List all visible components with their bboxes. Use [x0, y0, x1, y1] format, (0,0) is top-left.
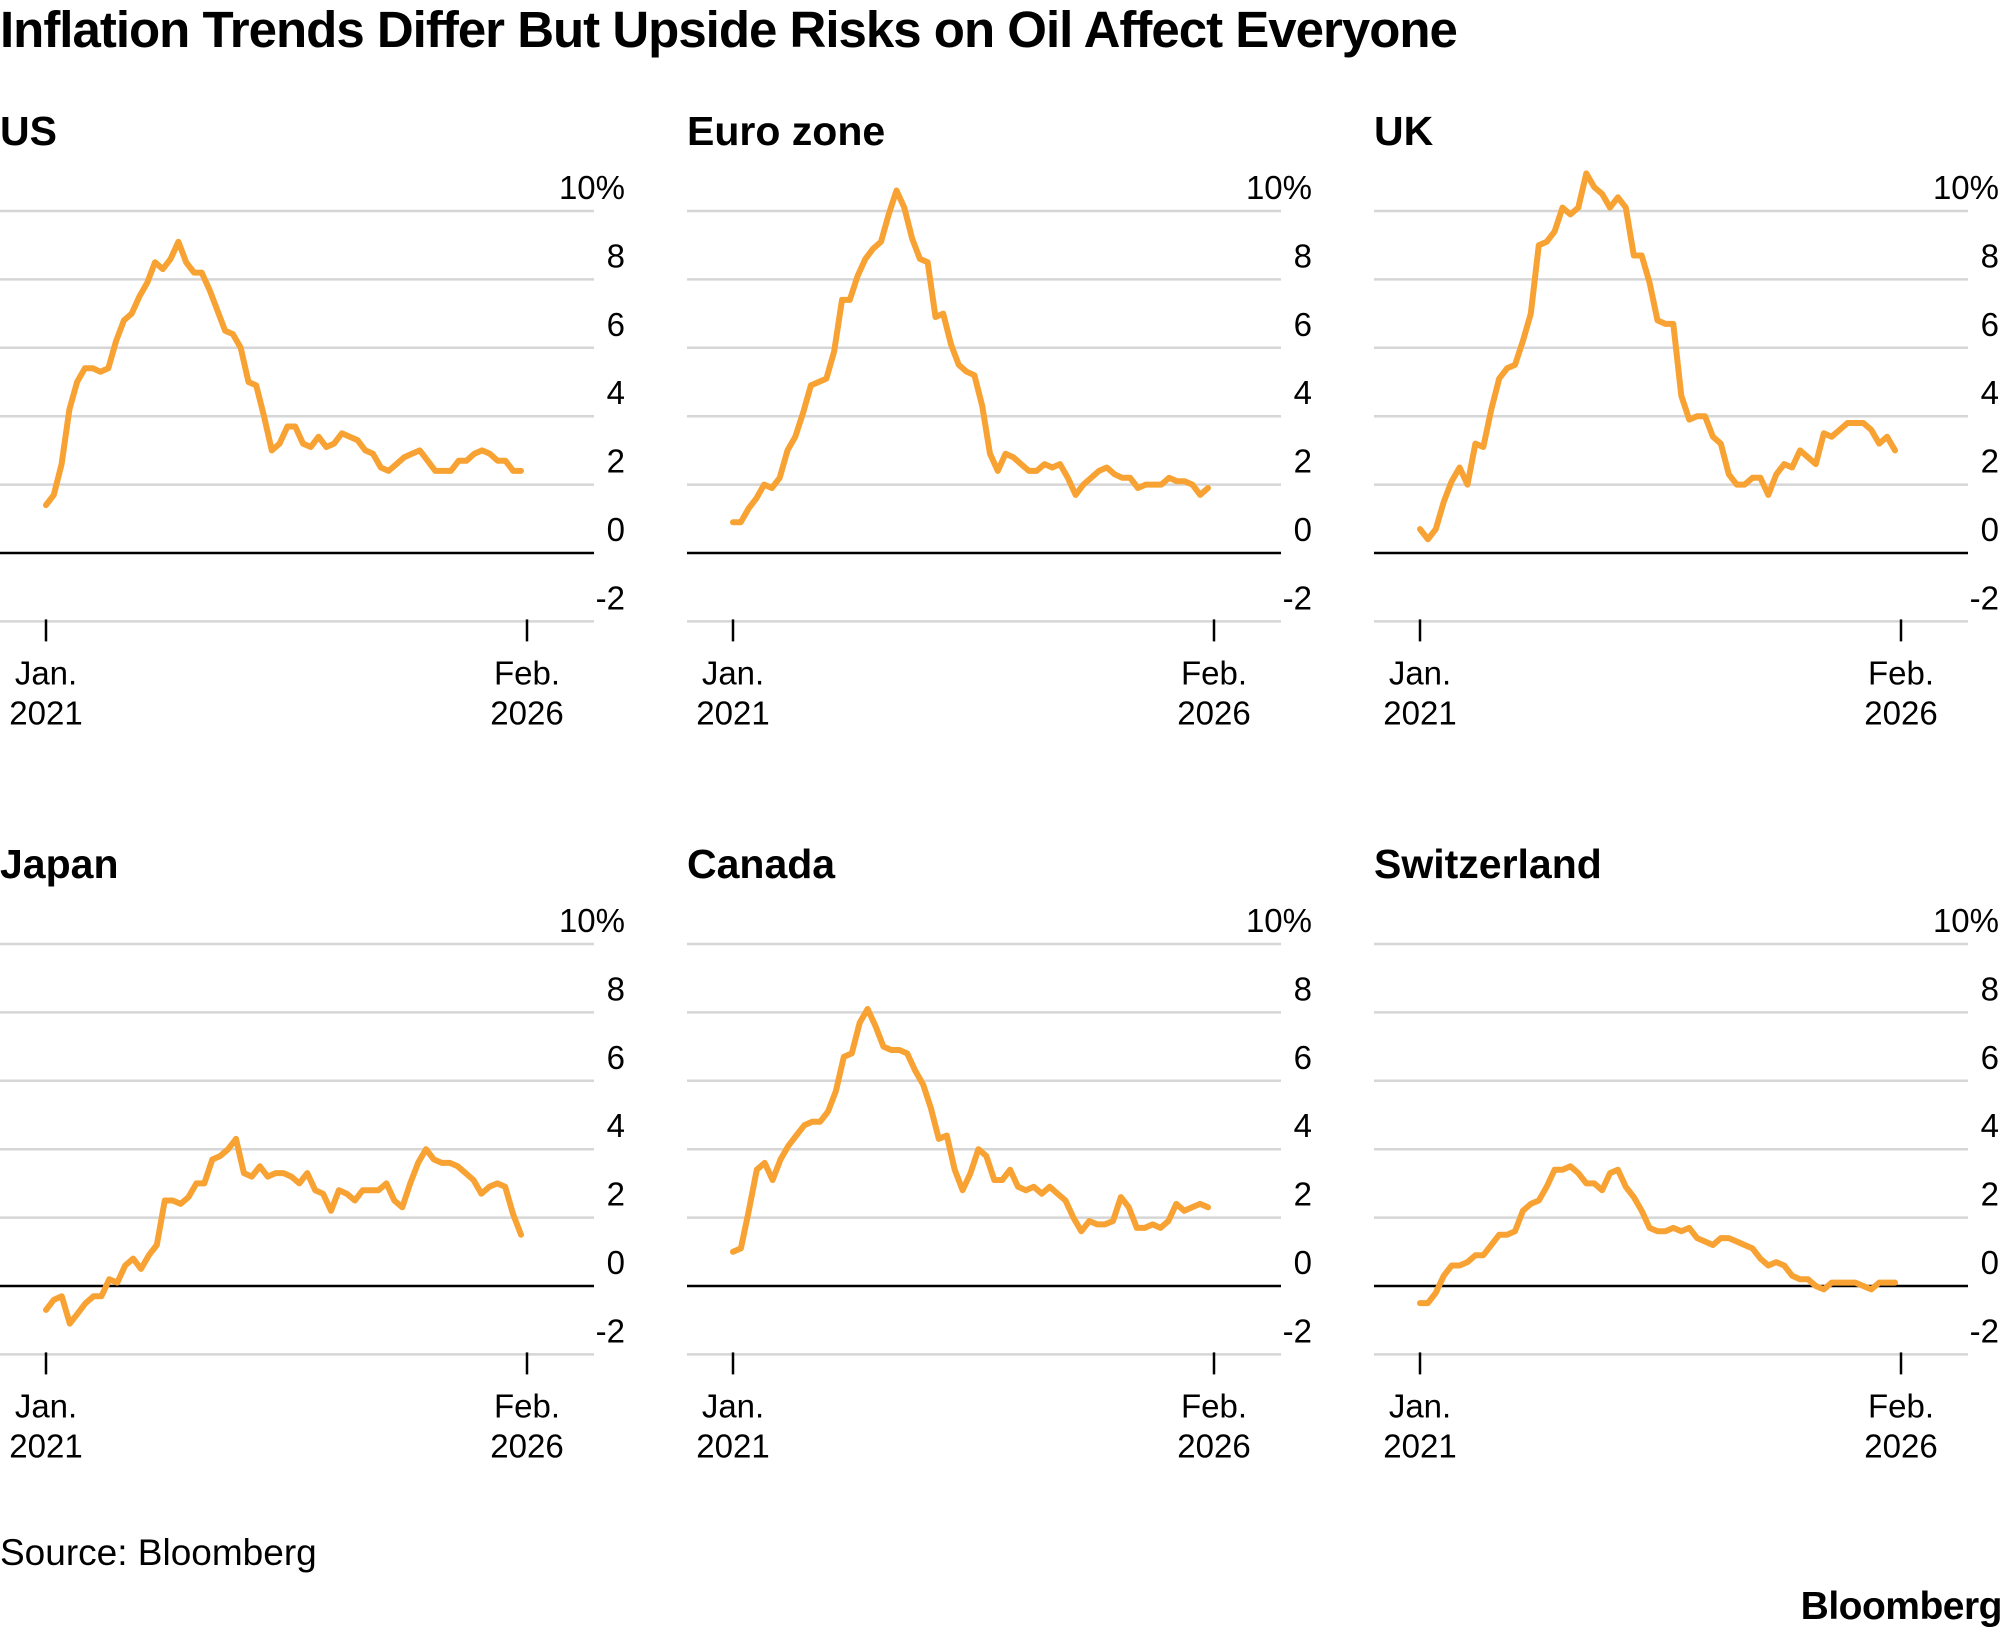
y-tick-label: 8	[1294, 237, 1312, 274]
chart-panel-switzerland: -2 0 2 4 6 8 10% Jan.2021 Feb.2026	[1374, 902, 1999, 1464]
x-tick-label: Feb.	[494, 1387, 560, 1424]
x-tick-label: Jan.	[15, 654, 77, 691]
x-tick-label: 2026	[490, 694, 563, 731]
x-tick-label: Jan.	[15, 1387, 77, 1424]
y-tick-label: 4	[1294, 374, 1312, 411]
y-tick-label: 4	[607, 374, 625, 411]
x-tick-label: Feb.	[1181, 654, 1247, 691]
y-tick-label: 0	[1294, 1244, 1312, 1281]
x-tick-label: 2026	[1177, 1427, 1250, 1464]
y-tick-label: -2	[596, 579, 625, 616]
x-tick-label: Jan.	[1389, 654, 1451, 691]
y-tick-label: 0	[607, 511, 625, 548]
series-line-euro-zone	[730, 187, 1211, 526]
x-tick-label: 2021	[1383, 694, 1456, 731]
source-note: Source: Bloomberg	[0, 1532, 317, 1573]
y-tick-label: 4	[1981, 1107, 1999, 1144]
y-tick-label: 10%	[559, 169, 625, 206]
y-tick-label: 10%	[1246, 902, 1312, 939]
x-tick-label: 2021	[696, 1427, 769, 1464]
y-tick-label: 6	[1981, 1039, 1999, 1076]
x-tick-label: 2021	[9, 1427, 82, 1464]
panel-title: Japan	[0, 841, 119, 887]
series-line-uk	[1417, 170, 1898, 543]
y-tick-label: 8	[607, 970, 625, 1007]
series-line-switzerland	[1417, 1163, 1898, 1307]
series-line-canada	[730, 1006, 1211, 1255]
y-tick-label: 10%	[1933, 169, 1999, 206]
x-tick-label: 2026	[1864, 1427, 1937, 1464]
x-tick-label: 2026	[490, 1427, 563, 1464]
y-tick-label: 8	[1981, 237, 1999, 274]
y-tick-label: 10%	[1246, 169, 1312, 206]
y-tick-label: 0	[1981, 1244, 1999, 1281]
chart-panel-euro-zone: -2 0 2 4 6 8 10% Jan.2021 Feb.2026	[687, 169, 1312, 731]
chart-panel-japan: -2 0 2 4 6 8 10% Jan.2021 Feb.2026	[0, 902, 625, 1464]
x-tick-label: Jan.	[1389, 1387, 1451, 1424]
y-tick-label: 6	[1294, 1039, 1312, 1076]
chart-panel-canada: -2 0 2 4 6 8 10% Jan.2021 Feb.2026	[687, 902, 1312, 1464]
y-tick-label: -2	[1283, 1312, 1312, 1349]
x-tick-label: Jan.	[702, 654, 764, 691]
y-tick-label: 2	[1294, 443, 1312, 480]
x-tick-label: 2026	[1864, 694, 1937, 731]
series-line-japan	[43, 1135, 524, 1327]
series-line-us	[43, 238, 524, 509]
y-tick-label: 4	[1294, 1107, 1312, 1144]
y-tick-label: 6	[607, 306, 625, 343]
x-tick-label: Jan.	[702, 1387, 764, 1424]
y-tick-label: -2	[596, 1312, 625, 1349]
y-tick-label: 2	[1981, 1176, 1999, 1213]
y-tick-label: 8	[1294, 970, 1312, 1007]
y-tick-label: 8	[1981, 970, 1999, 1007]
y-tick-label: 8	[607, 237, 625, 274]
x-tick-label: Feb.	[1868, 1387, 1934, 1424]
y-tick-label: 4	[607, 1107, 625, 1144]
x-tick-label: Feb.	[1868, 654, 1934, 691]
y-tick-label: 0	[607, 1244, 625, 1281]
y-tick-label: 10%	[1933, 902, 1999, 939]
bloomberg-logo: Bloomberg	[1800, 1585, 2002, 1628]
x-tick-label: Feb.	[494, 654, 560, 691]
y-tick-label: 6	[1294, 306, 1312, 343]
y-tick-label: 10%	[559, 902, 625, 939]
y-tick-label: 0	[1981, 511, 1999, 548]
x-tick-label: 2026	[1177, 694, 1250, 731]
panel-title: Canada	[687, 841, 836, 887]
chart-panel-us: -2 0 2 4 6 8 10% Jan.2021 Feb.2026	[0, 169, 625, 731]
x-tick-label: 2021	[1383, 1427, 1456, 1464]
y-tick-label: -2	[1283, 579, 1312, 616]
panel-title: UK	[1374, 108, 1434, 154]
y-tick-label: -2	[1970, 1312, 1999, 1349]
x-tick-label: 2021	[9, 694, 82, 731]
y-tick-label: -2	[1970, 579, 1999, 616]
panel-title: Euro zone	[687, 108, 886, 154]
y-tick-label: 2	[1294, 1176, 1312, 1213]
panel-title: US	[0, 108, 57, 154]
y-tick-label: 0	[1294, 511, 1312, 548]
panel-title: Switzerland	[1374, 841, 1602, 887]
y-tick-label: 2	[607, 443, 625, 480]
y-tick-label: 6	[607, 1039, 625, 1076]
x-tick-label: Feb.	[1181, 1387, 1247, 1424]
y-tick-label: 2	[607, 1176, 625, 1213]
y-tick-label: 2	[1981, 443, 1999, 480]
chart-panel-uk: -2 0 2 4 6 8 10% Jan.2021 Feb.2026	[1374, 169, 1999, 731]
x-tick-label: 2021	[696, 694, 769, 731]
y-tick-label: 6	[1981, 306, 1999, 343]
y-tick-label: 4	[1981, 374, 1999, 411]
chart-title: Inflation Trends Differ But Upside Risks…	[0, 1, 1458, 58]
